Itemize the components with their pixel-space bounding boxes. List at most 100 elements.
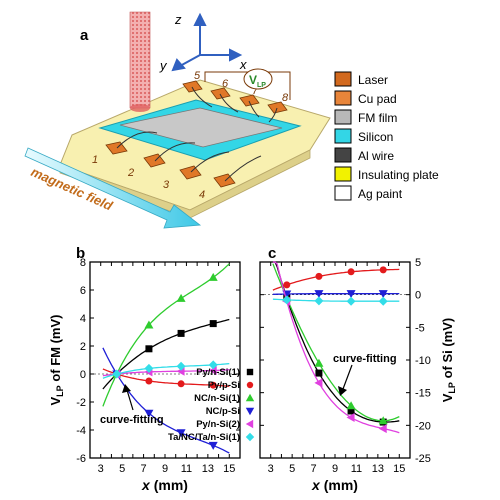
fm-film bbox=[119, 107, 283, 148]
y-tick-label: 5 bbox=[415, 257, 421, 269]
y-tick-label: -15 bbox=[415, 388, 431, 400]
data-point bbox=[245, 407, 255, 416]
data-point bbox=[208, 272, 218, 281]
data-point bbox=[176, 293, 186, 302]
y-tick-label: -10 bbox=[415, 355, 431, 367]
data-point bbox=[378, 290, 388, 299]
fit-curve bbox=[102, 347, 230, 454]
legend-swatch bbox=[334, 71, 352, 87]
fit-curve bbox=[272, 298, 400, 302]
pad-number: 8 bbox=[282, 92, 289, 104]
x-axis-label: x (mm) bbox=[141, 477, 188, 493]
y-tick-label: 0 bbox=[80, 369, 86, 381]
legend-swatch bbox=[334, 147, 352, 163]
data-point bbox=[314, 290, 324, 299]
laser-spot bbox=[130, 104, 150, 112]
fit-curve bbox=[102, 362, 230, 379]
legend-swatch bbox=[334, 128, 352, 144]
pad-number: 7 bbox=[252, 85, 259, 97]
data-point bbox=[347, 407, 355, 415]
data-point bbox=[346, 296, 356, 306]
y-axis-label: VLP of Si (mV) bbox=[440, 318, 457, 402]
pad-number: 4 bbox=[199, 189, 205, 201]
legend-entry: Py/n-Si(2) bbox=[196, 419, 240, 430]
legend-label: Ag paint bbox=[358, 187, 403, 201]
data-point bbox=[245, 393, 255, 402]
data-point bbox=[282, 295, 292, 305]
legend-entry: Py/n-Si(1) bbox=[196, 367, 240, 378]
fit-curve bbox=[272, 261, 400, 423]
data-point bbox=[177, 329, 185, 337]
y-tick-label: 0 bbox=[415, 290, 421, 302]
data-point bbox=[112, 369, 122, 379]
annotation-arrowhead bbox=[338, 386, 347, 396]
legend-swatch bbox=[334, 166, 352, 182]
pad-number: 6 bbox=[222, 78, 229, 90]
chart-legend: Py/n-Si(1) Py/p-Si NC/n-Si(1) NC/p-Si Py/n-S… bbox=[168, 367, 255, 443]
schematic-legend: Laser Cu pad FM film Silicon Al wire Insulati… bbox=[334, 71, 439, 201]
legend-label: Al wire bbox=[358, 149, 394, 163]
pad-number: 1 bbox=[92, 154, 98, 166]
y-tick-label: -6 bbox=[76, 453, 86, 465]
chart-b: 3 5 7 9 11 13 15 -6 -4 -2 0 2 4 6 8b x (mm) VLP of FM (m… bbox=[48, 245, 241, 493]
data-point bbox=[315, 369, 323, 377]
y-axis-label: VLP of FM (mV) bbox=[48, 315, 65, 406]
cu-pads bbox=[105, 80, 288, 188]
x-tick-label: 15 bbox=[393, 463, 405, 475]
y-tick-label: 4 bbox=[80, 313, 86, 325]
voltmeter: V LP bbox=[204, 68, 291, 100]
x-tick-label: 5 bbox=[119, 463, 125, 475]
data-point bbox=[145, 377, 153, 385]
data-point bbox=[347, 268, 355, 276]
x-tick-label: 5 bbox=[289, 463, 295, 475]
legend-swatch bbox=[334, 90, 352, 106]
data-point bbox=[144, 409, 154, 418]
axis-label-z: z bbox=[174, 12, 182, 27]
pad-number: 3 bbox=[163, 179, 170, 191]
fit-curve bbox=[102, 318, 230, 390]
fit-curve bbox=[102, 263, 230, 407]
x-tick-label: 9 bbox=[332, 463, 338, 475]
y-tick-label: 6 bbox=[80, 285, 86, 297]
data-point bbox=[144, 320, 154, 329]
data-point bbox=[314, 296, 324, 306]
data-point bbox=[209, 320, 217, 328]
y-tick-label: 8 bbox=[80, 257, 86, 269]
device-schematic: a bbox=[24, 11, 331, 229]
coordinate-axes bbox=[171, 12, 243, 72]
fit-curve bbox=[272, 261, 400, 434]
x-tick-label: 7 bbox=[141, 463, 147, 475]
data-point bbox=[245, 432, 255, 442]
legend-swatch bbox=[334, 109, 352, 125]
x-tick-label: 11 bbox=[181, 463, 192, 475]
legend-entry: Py/p-Si bbox=[208, 380, 240, 391]
x-tick-label: 11 bbox=[351, 463, 362, 475]
data-point bbox=[208, 360, 218, 370]
fit-curve bbox=[102, 369, 230, 377]
data-point bbox=[283, 281, 291, 289]
annotation-arrowhead bbox=[122, 384, 131, 393]
x-tick-label: 15 bbox=[223, 463, 235, 475]
y-tick-label: -5 bbox=[415, 322, 425, 334]
legend-label: FM film bbox=[358, 111, 397, 125]
axis-label-x: x bbox=[239, 57, 247, 72]
data-point bbox=[246, 381, 254, 389]
data-point bbox=[314, 378, 323, 388]
pad-numbers: 1 2 3 4 5 6 7 8 bbox=[92, 70, 289, 201]
chart-c: 3 5 7 9 11 13 15 5 0 -5 -10 -15 -20 -25 c x (mm) VLP of … bbox=[259, 245, 457, 493]
axis-label-y: y bbox=[159, 58, 168, 73]
data-point bbox=[315, 272, 323, 280]
data-point bbox=[144, 363, 154, 373]
annotation-arrow bbox=[126, 389, 134, 411]
legend-entry: Ta/NC/Ta/n-Si(1) bbox=[168, 432, 240, 443]
data-point bbox=[177, 380, 185, 388]
data-point bbox=[346, 412, 355, 422]
x-tick-label: 9 bbox=[162, 463, 168, 475]
x-tick-label: 3 bbox=[98, 463, 104, 475]
y-tick-label: -4 bbox=[76, 425, 86, 437]
data-point bbox=[208, 441, 218, 450]
laser-beam bbox=[129, 11, 151, 109]
legend-entry: NC/n-Si(1) bbox=[194, 393, 240, 404]
fit-curve bbox=[272, 292, 400, 295]
legend-swatch bbox=[334, 185, 352, 201]
